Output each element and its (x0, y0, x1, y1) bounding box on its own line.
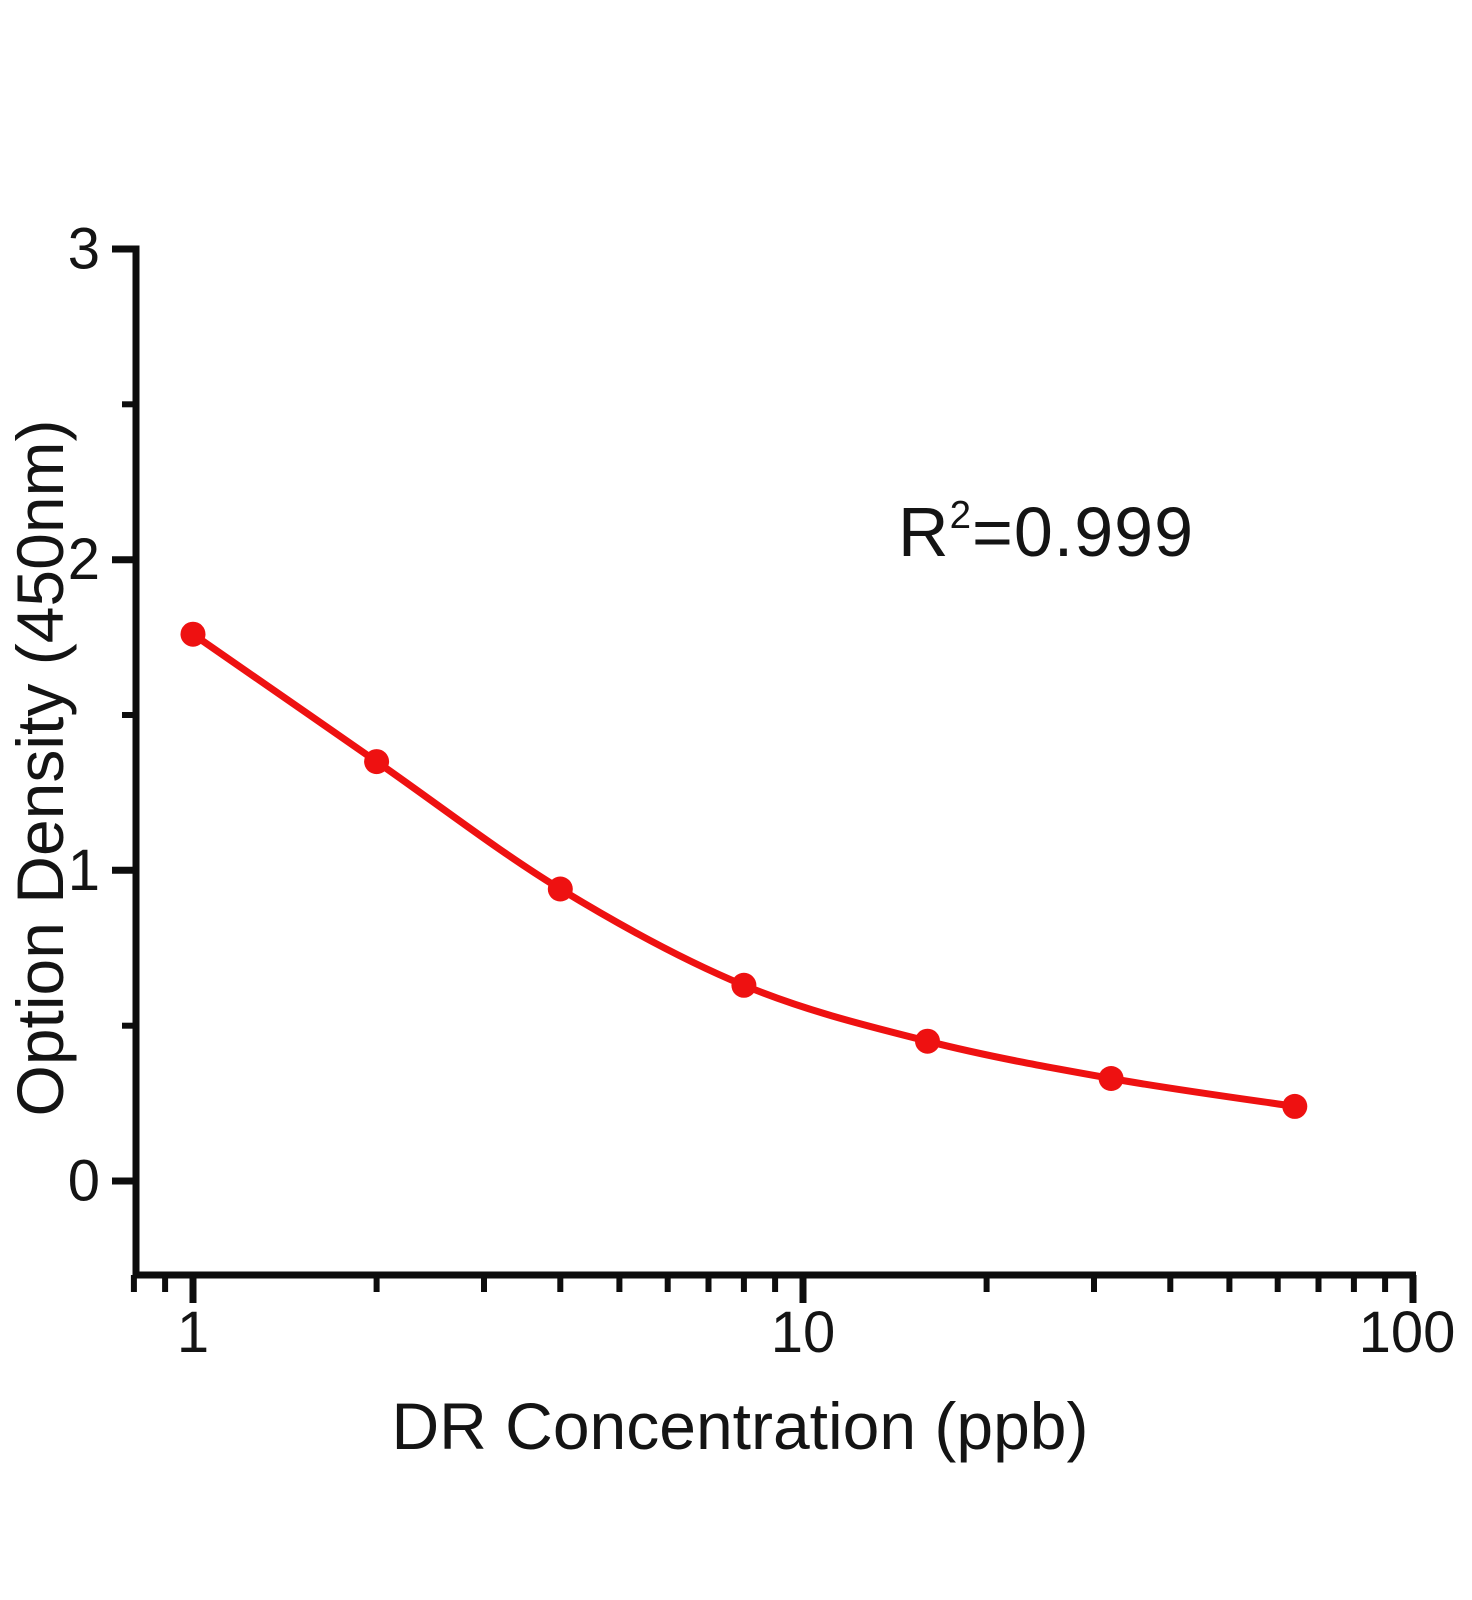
data-point (1282, 1093, 1308, 1119)
y-tick-label: 1 (68, 838, 100, 903)
r-squared-superscript: 2 (949, 494, 972, 538)
data-point (915, 1028, 940, 1054)
y-tick-label: 3 (68, 217, 100, 282)
data-point (364, 749, 390, 775)
y-axis-title: Option Density (450nm) (3, 419, 77, 1117)
series-line (189, 630, 1299, 1110)
data-point (547, 876, 573, 902)
axis-spines (132, 245, 1416, 1279)
y-tick-label: 2 (68, 527, 100, 592)
r-squared-base: R (898, 493, 950, 571)
data-point (731, 972, 757, 998)
r-squared-value: =0.999 (971, 493, 1195, 571)
data-point (180, 621, 206, 647)
y-tick-label: 0 (68, 1149, 100, 1214)
x-axis-title: DR Concentration (ppb) (391, 1389, 1089, 1463)
x-tick-label: 1 (177, 1300, 209, 1365)
data-point (1098, 1066, 1124, 1091)
x-tick-label: 10 (771, 1300, 836, 1365)
r-squared-annotation: R2=0.999 (898, 492, 1194, 572)
x-tick-label: 100 (1359, 1300, 1456, 1365)
